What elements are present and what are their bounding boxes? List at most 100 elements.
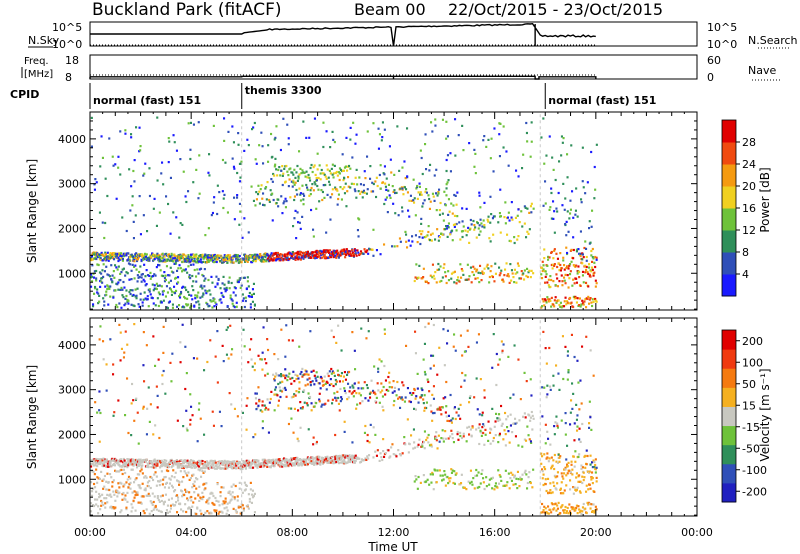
data-cell [151, 492, 154, 495]
data-cell [225, 512, 228, 515]
data-cell [343, 252, 346, 255]
data-cell [237, 505, 240, 508]
data-cell [576, 272, 579, 275]
data-cell [394, 212, 397, 215]
data-cell [482, 139, 485, 142]
data-cell [163, 258, 166, 261]
data-cell [158, 293, 161, 296]
data-cell [368, 441, 371, 444]
data-cell [571, 468, 574, 471]
data-cell [141, 472, 144, 475]
data-cell [562, 182, 565, 185]
data-cell [141, 301, 144, 304]
data-cell [403, 436, 406, 439]
data-cell [186, 490, 189, 493]
data-cell [299, 193, 302, 196]
data-cell [191, 285, 194, 288]
data-cell [436, 447, 439, 450]
data-cell [303, 389, 306, 392]
data-cell [91, 280, 94, 283]
data-cell [295, 377, 298, 381]
data-cell [498, 155, 501, 158]
data-cell [423, 236, 426, 239]
data-cell [438, 440, 441, 443]
nsky-label: N.Sky [28, 34, 60, 47]
data-cell [518, 221, 521, 224]
data-cell [490, 265, 493, 268]
data-cell [261, 197, 264, 200]
data-cell [145, 283, 148, 286]
data-cell [213, 462, 216, 465]
data-cell [131, 289, 134, 292]
data-cell [472, 273, 475, 276]
data-cell [169, 461, 172, 464]
data-cell [327, 399, 330, 402]
data-cell [224, 161, 227, 164]
data-cell [473, 487, 476, 490]
data-cell [351, 331, 354, 334]
data-cell [212, 201, 215, 204]
data-cell [178, 481, 181, 484]
nsky-tick-bottom: 10^0 [52, 38, 82, 51]
data-cell [572, 392, 575, 395]
data-cell [227, 254, 230, 257]
data-cell [131, 195, 134, 198]
data-cell [261, 427, 264, 430]
data-cell [432, 274, 435, 277]
data-cell [479, 378, 482, 381]
data-cell [313, 374, 316, 377]
data-cell [582, 471, 585, 474]
data-cell [212, 424, 215, 427]
data-cell [595, 282, 598, 285]
data-cell [116, 461, 119, 464]
data-cell [528, 471, 531, 474]
data-cell [498, 266, 501, 269]
data-cell [351, 156, 354, 159]
data-cell [488, 275, 491, 279]
data-cell [330, 372, 333, 375]
data-cell [101, 156, 104, 159]
data-cell [483, 224, 486, 227]
data-cell [574, 450, 577, 453]
data-cell [468, 396, 471, 399]
data-cell [461, 220, 464, 223]
data-cell [383, 455, 386, 458]
data-cell [167, 161, 170, 164]
data-cell [153, 273, 156, 276]
data-cell [187, 465, 190, 468]
data-cell [188, 463, 191, 466]
data-cell [271, 155, 274, 158]
data-cell [124, 132, 127, 135]
data-cell [174, 504, 177, 507]
data-cell [196, 478, 199, 481]
data-cell [509, 396, 512, 400]
data-cell [136, 274, 139, 277]
data-cell [549, 385, 552, 388]
data-cell [105, 465, 108, 468]
data-cell [255, 408, 258, 411]
data-cell [107, 285, 110, 288]
data-cell [427, 194, 430, 197]
data-cell [498, 432, 501, 435]
data-cell [98, 477, 101, 480]
data-cell [198, 469, 201, 472]
data-cell [277, 382, 280, 386]
data-cell [551, 263, 554, 266]
data-cell [100, 458, 103, 461]
data-cell [220, 486, 223, 489]
data-cell [281, 174, 284, 177]
data-cell [406, 387, 409, 390]
data-cell [260, 255, 263, 258]
data-cell [424, 133, 427, 136]
data-cell [377, 147, 380, 150]
data-cell [272, 458, 275, 461]
data-cell [557, 501, 560, 504]
data-cell [507, 275, 510, 278]
data-cell [438, 346, 441, 349]
data-cell [571, 284, 574, 287]
data-cell [528, 211, 531, 214]
data-cell [116, 470, 119, 473]
data-cell [258, 202, 261, 205]
data-cell [447, 179, 450, 182]
data-cell [353, 248, 356, 251]
